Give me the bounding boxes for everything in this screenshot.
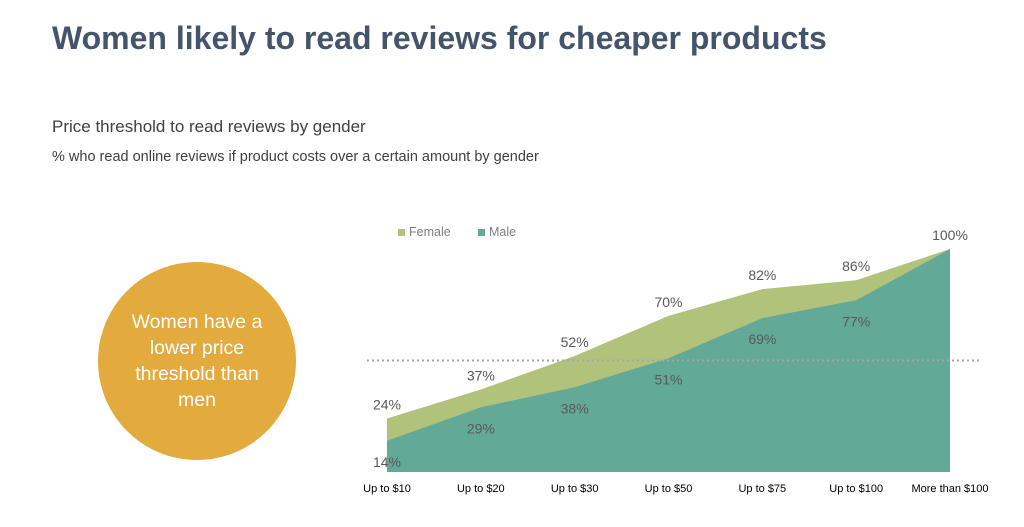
x-tick-label: Up to $75 [738, 483, 786, 495]
female-data-label: 100% [932, 227, 968, 243]
legend-female-label: Female [409, 225, 451, 239]
male-data-label: 51% [654, 371, 682, 387]
callout-text: Women have a lower price threshold than … [131, 311, 263, 411]
female-data-label: 52% [561, 334, 589, 350]
female-data-label: 82% [748, 267, 776, 283]
legend-female-swatch [398, 229, 405, 236]
x-tick-label: More than $100 [911, 483, 988, 495]
x-tick-label: Up to $100 [829, 483, 883, 495]
male-data-label: 77% [842, 313, 870, 329]
legend-male-swatch [478, 229, 485, 236]
x-tick-label: Up to $10 [363, 483, 411, 495]
x-tick-label: Up to $50 [645, 483, 693, 495]
chart-description: % who read online reviews if product cos… [52, 149, 539, 165]
male-data-label: 14% [373, 454, 401, 470]
x-tick-label: Up to $30 [551, 483, 599, 495]
male-data-label: 29% [467, 420, 495, 436]
male-data-label: 38% [561, 400, 589, 416]
female-data-label: 24% [373, 396, 401, 412]
female-data-label: 37% [467, 367, 495, 383]
callout-circle: Women have a lower price threshold than … [98, 262, 296, 460]
x-tick-label: Up to $20 [457, 483, 505, 495]
page-title: Women likely to read reviews for cheaper… [52, 20, 827, 56]
chart-subtitle: Price threshold to read reviews by gende… [52, 117, 366, 136]
male-data-label: 69% [748, 331, 776, 347]
female-data-label: 86% [842, 258, 870, 274]
female-data-label: 70% [654, 294, 682, 310]
legend-male-label: Male [489, 225, 516, 239]
